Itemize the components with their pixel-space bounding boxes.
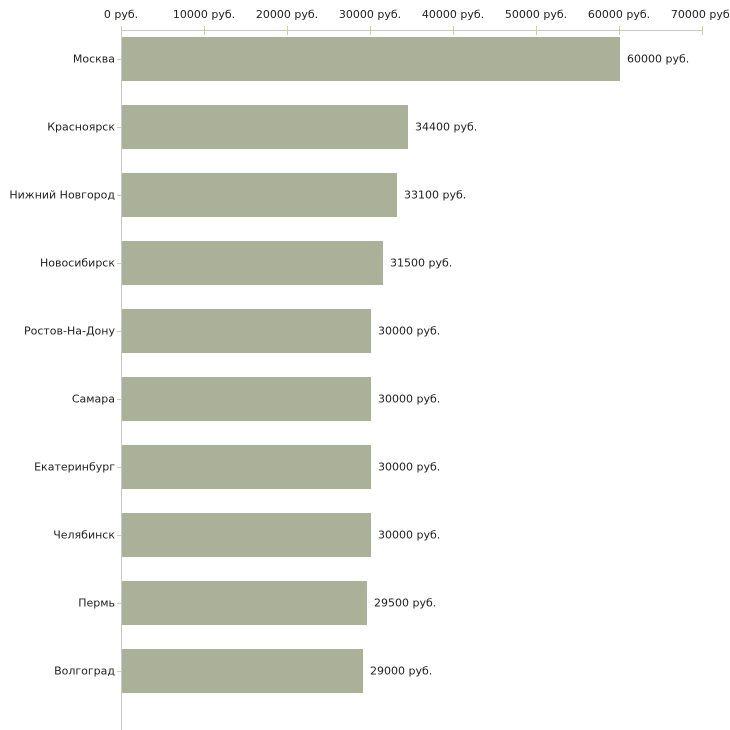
bar: [122, 445, 371, 489]
value-label: 30000 руб.: [378, 324, 441, 338]
value-label: 34400 руб.: [415, 120, 478, 134]
value-label: 60000 руб.: [627, 52, 690, 66]
bar: [122, 649, 363, 693]
bar-row: Ростов-На-Дону 30000 руб.: [24, 297, 730, 365]
bar-row: Челябинск 30000 руб.: [53, 501, 730, 569]
value-label: 29000 руб.: [370, 664, 433, 678]
x-axis-tick-label: 60000 руб.: [587, 8, 651, 21]
x-axis-tick-label: 50000 руб.: [504, 8, 568, 21]
y-axis-tick-mark: [117, 59, 121, 60]
bar-row: Москва 60000 руб.: [73, 25, 730, 93]
bar-row: Красноярск 34400 руб.: [47, 93, 730, 161]
category-label: Волгоград: [54, 664, 115, 678]
bar-row: Волгоград 29000 руб.: [54, 637, 730, 705]
bar: [122, 309, 371, 353]
y-axis-tick-mark: [117, 671, 121, 672]
value-label: 30000 руб.: [378, 392, 441, 406]
bar-row: Новосибирск 31500 руб.: [40, 229, 730, 297]
x-axis-tick-label: 20000 руб.: [255, 8, 319, 21]
x-axis-tick-mark: [536, 26, 537, 35]
y-axis-line: [121, 30, 122, 730]
x-axis-line: [121, 30, 703, 31]
category-label: Челябинск: [53, 528, 115, 542]
category-label: Нижний Новгород: [9, 188, 115, 202]
x-axis-tick-mark: [453, 26, 454, 35]
y-axis-tick-mark: [117, 603, 121, 604]
x-axis-tick-mark: [702, 26, 703, 35]
x-axis-tick-label: 30000 руб.: [338, 8, 402, 21]
bar: [122, 513, 371, 557]
value-label: 30000 руб.: [378, 528, 441, 542]
x-axis-tick-mark: [619, 26, 620, 35]
y-axis-tick-mark: [117, 399, 121, 400]
y-axis-tick-mark: [117, 467, 121, 468]
y-axis-tick-mark: [117, 263, 121, 264]
category-label: Москва: [72, 52, 115, 66]
x-axis-tick-label: 0 руб.: [103, 8, 139, 21]
x-axis-tick-label: 40000 руб.: [421, 8, 485, 21]
bar-row: Самара 30000 руб.: [72, 365, 730, 433]
bar: [122, 241, 383, 285]
category-label: Ростов-На-Дону: [23, 324, 115, 338]
category-label: Новосибирск: [39, 256, 115, 270]
value-label: 31500 руб.: [390, 256, 453, 270]
bar: [122, 377, 371, 421]
value-label: 29500 руб.: [374, 596, 437, 610]
x-axis-tick-label: 10000 руб.: [172, 8, 236, 21]
value-label: 30000 руб.: [378, 460, 441, 474]
value-label: 33100 руб.: [404, 188, 467, 202]
x-axis-tick-mark: [204, 26, 205, 35]
bar: [122, 173, 397, 217]
category-label: Екатеринбург: [34, 460, 115, 474]
x-axis-tick-mark: [287, 26, 288, 35]
bar-row: Нижний Новгород 33100 руб.: [9, 161, 730, 229]
y-axis-tick-mark: [117, 535, 121, 536]
bar: [122, 105, 408, 149]
bar-row: Пермь 29500 руб.: [78, 569, 730, 637]
x-axis-tick-label: 70000 руб.: [670, 8, 730, 21]
category-label: Самара: [71, 392, 115, 406]
bar: [122, 581, 367, 625]
category-label: Пермь: [78, 596, 115, 610]
bar-row: Екатеринбург 30000 руб.: [34, 433, 730, 501]
x-axis-tick-mark: [370, 26, 371, 35]
bar: [122, 37, 620, 81]
y-axis-tick-mark: [117, 331, 121, 332]
y-axis-tick-mark: [117, 195, 121, 196]
y-axis-tick-mark: [117, 127, 121, 128]
category-label: Красноярск: [47, 120, 115, 134]
